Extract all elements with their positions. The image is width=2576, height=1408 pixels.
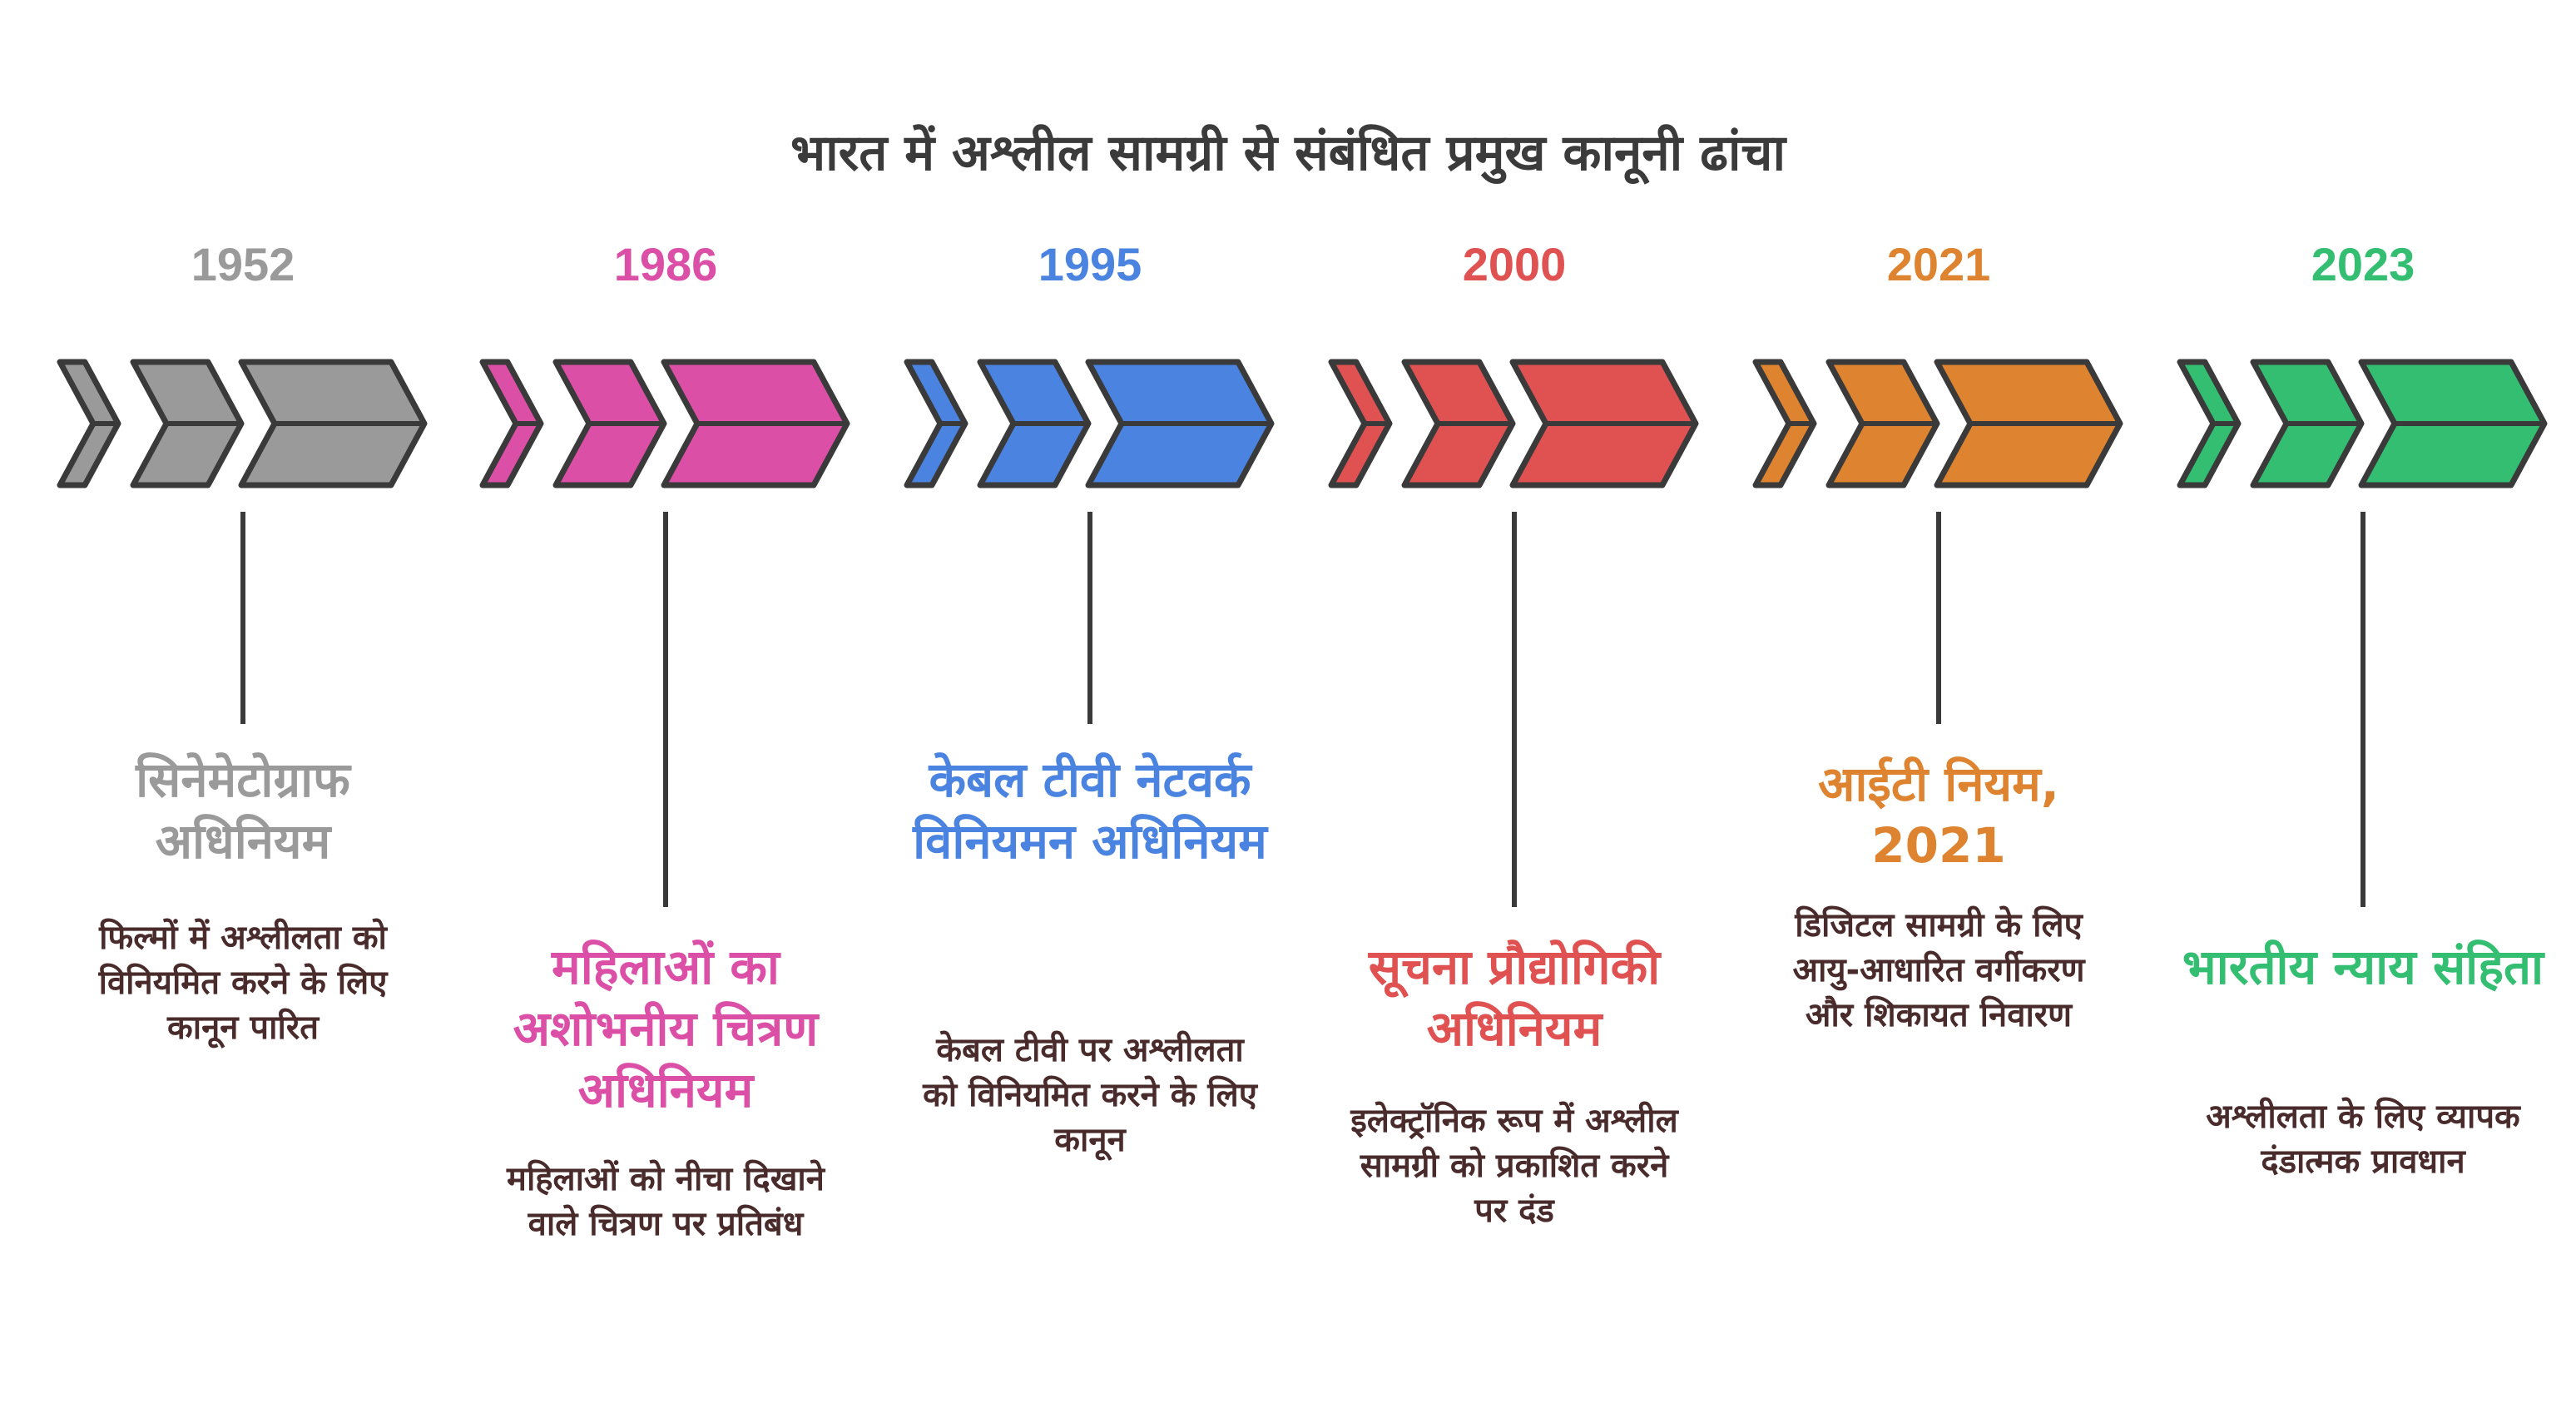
year-2021: 2021 [1886,238,1991,290]
event-description-2000: इलेक्ट्रॉनिक रूप में अश्लील सामग्री को प… [1350,1102,1678,1230]
event-heading-2023: भारतीय न्याय संहिता [2182,939,2544,995]
year-2000: 2000 [1462,238,1567,290]
event-heading-1986: महिलाओं का अशोभनीय चित्रण अधिनियम [513,939,819,1118]
event-description-1986: महिलाओं को नीचा दिखाने वाले चित्रण पर प्… [507,1160,825,1243]
event-description-1995: केबल टीवी पर अश्लीलता को विनियमित करने क… [923,1031,1257,1159]
year-1986: 1986 [613,238,718,290]
event-heading-1995: केबल टीवी नेटवर्क विनियमन अधिनियम [913,751,1267,870]
event-heading-1952: सिनेमेटोग्राफ अधिनियम [136,751,350,870]
event-description-2021: डिजिटल सामग्री के लिए आयु-आधारित वर्गीकर… [1792,906,2085,1034]
event-heading-2021: आईटी नियम, 2021 [1818,756,2059,874]
event-description-2023: अश्लीलता के लिए व्यापक दंडात्मक प्रावधान [2206,1098,2520,1181]
event-description-1952: फिल्मों में अश्लीलता को विनियमित करने के… [98,919,388,1047]
year-2023: 2023 [2311,238,2415,290]
event-heading-2000: सूचना प्रौद्योगिकी अधिनियम [1368,939,1661,1057]
year-1952: 1952 [191,238,295,290]
diagram-title: भारत में अश्लील सामग्री से संबंधित प्रमु… [790,124,1786,182]
year-1995: 1995 [1038,238,1142,290]
